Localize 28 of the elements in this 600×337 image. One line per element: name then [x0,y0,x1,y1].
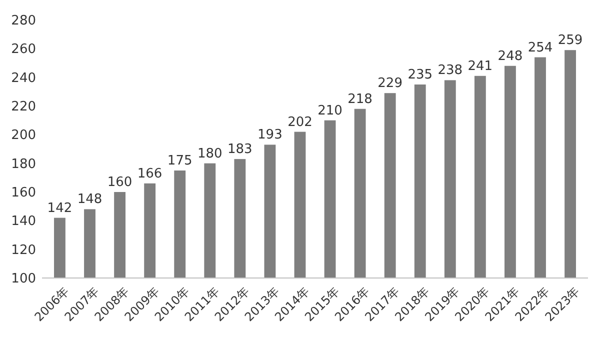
data-label: 259 [558,33,583,48]
data-label: 175 [167,154,192,168]
data-label: 180 [197,146,222,162]
y-tick-label: 240 [11,70,36,86]
data-label: 248 [498,48,523,64]
data-label: 254 [528,40,553,56]
data-label: 210 [318,103,342,118]
y-tick-label: 120 [11,242,36,258]
y-tick-label: 200 [11,128,36,144]
data-label: 142 [47,200,72,216]
data-label: 202 [288,114,312,130]
data-label: 193 [258,128,282,143]
y-tick-label: 140 [11,214,36,230]
y-tick-label: 160 [11,186,36,201]
y-tick-label: 260 [11,42,36,58]
data-label: 218 [348,92,372,107]
y-tick-label: 180 [11,156,36,172]
data-label: 238 [438,63,463,78]
y-tick-label: 100 [11,272,36,287]
data-label: 235 [408,68,433,82]
data-label: 183 [228,142,252,158]
data-label: 229 [378,76,402,92]
y-tick-label: 280 [11,14,36,29]
y-tick-label: 220 [11,100,36,115]
data-label: 241 [468,58,493,74]
data-label: 148 [77,192,102,208]
data-label: 166 [137,166,162,182]
data-label: 160 [107,175,132,190]
